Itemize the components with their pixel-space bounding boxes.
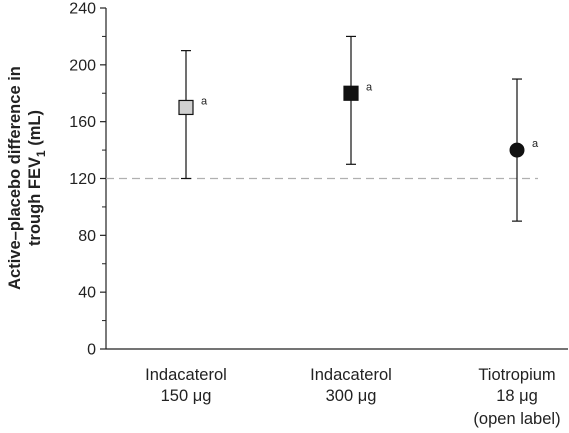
data-marks: a a a: [178, 35, 539, 222]
data-point-2: [343, 85, 359, 101]
y-tick-label-240: 240: [69, 1, 96, 18]
y-tick-label-200: 200: [69, 57, 96, 74]
x-category-label-3-line-3: (open label): [473, 410, 560, 428]
axes: 0 40 80 120 160 200 240: [69, 1, 568, 359]
x-axis-labels: Indacaterol 150 μg Indacaterol 300 μg Tiotro…: [145, 366, 560, 428]
x-category-label-2-line-1: Indacaterol: [310, 366, 392, 384]
x-category-label-2-line-2: 300 μg: [326, 387, 377, 405]
y-axis-label-line-2: trough FEV1 (mL): [26, 110, 48, 246]
y-tick-label-120: 120: [69, 171, 96, 188]
y-axis-label-subscript: 1: [34, 150, 48, 157]
y-axis-label-prefix: trough FEV: [26, 157, 44, 246]
x-category-label-3-line-1: Tiotropium: [478, 366, 555, 384]
annotation-2: a: [366, 81, 373, 93]
y-tick-label-40: 40: [78, 285, 96, 302]
x-category-label-1-line-1: Indacaterol: [145, 366, 227, 384]
data-point-1: [178, 99, 194, 116]
x-category-label-1-line-2: 150 μg: [161, 387, 212, 405]
y-tick-label-80: 80: [78, 228, 96, 245]
y-axis-label-suffix: (mL): [26, 110, 44, 150]
y-tick-label-0: 0: [87, 342, 96, 359]
data-point-3: [509, 142, 525, 158]
y-axis-label-line-1: Active–placebo difference in: [6, 66, 24, 290]
annotation-1: a: [201, 95, 208, 107]
annotation-3: a: [532, 138, 539, 150]
x-category-label-3-line-2: 18 μg: [496, 387, 538, 405]
y-axis-label: Active–placebo difference in trough FEV1…: [6, 66, 48, 290]
y-tick-label-160: 160: [69, 114, 96, 131]
